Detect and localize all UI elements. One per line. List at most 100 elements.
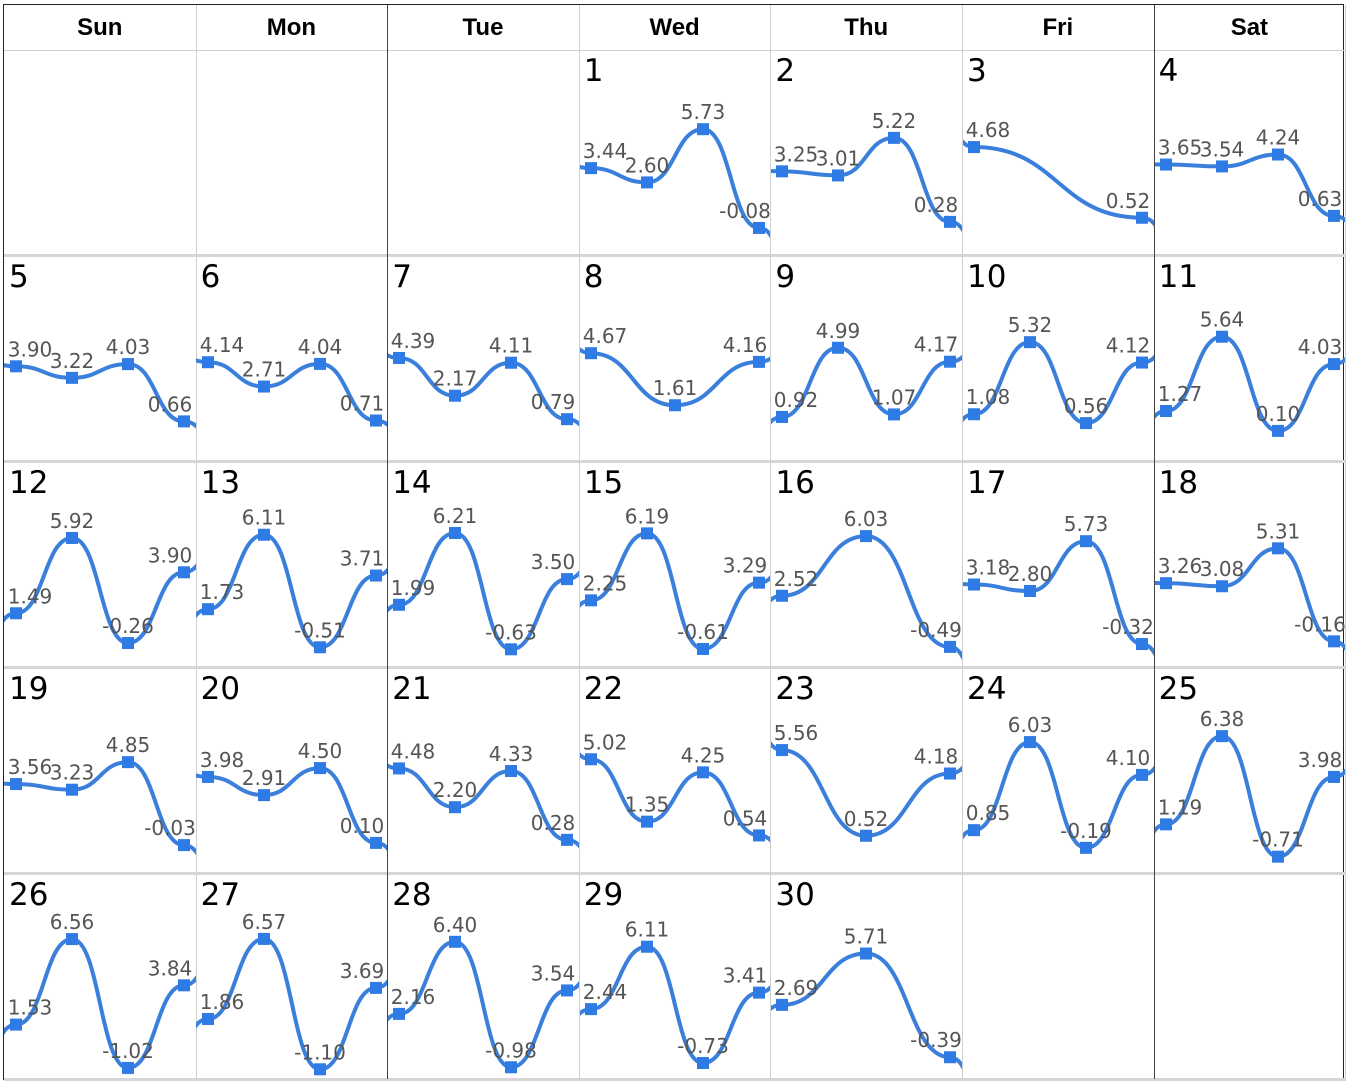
data-point-marker — [584, 162, 597, 175]
data-point-label: 3.08 — [1199, 557, 1244, 581]
data-point-marker — [860, 829, 873, 842]
data-point-marker — [178, 839, 190, 852]
day-number: 27 — [200, 877, 241, 913]
data-point-label: -1.10 — [294, 1040, 346, 1064]
data-point-label: 0.28 — [914, 193, 959, 217]
day-cell-18: 18 3.26 3.08 5.31 -0.16 — [1153, 463, 1347, 669]
data-point-label: 5.73 — [1064, 512, 1109, 536]
data-point-marker — [449, 389, 462, 402]
data-point-marker — [1159, 818, 1172, 831]
data-point-marker — [968, 578, 980, 591]
day-plot-11: 1.27 5.64 0.10 4.03 — [1153, 308, 1346, 437]
data-point-marker — [201, 603, 214, 616]
data-point-marker — [393, 351, 406, 364]
day-number: 30 — [775, 877, 815, 913]
data-point-marker — [201, 356, 214, 369]
day-plot-4: 3.653.54 4.24 0.63 — [1153, 126, 1346, 224]
data-point-label: 2.25 — [583, 571, 628, 595]
data-point-marker — [696, 642, 709, 655]
day-cell-29: 29 2.44 6.11 -0.73 3.41 — [578, 875, 772, 1081]
data-point-label: 1.73 — [199, 580, 244, 604]
data-point-marker — [944, 640, 957, 653]
data-point-marker — [696, 766, 709, 779]
day-cell-4: 4 3.65 3.54 4.24 0.63 — [1153, 51, 1347, 257]
data-point-label: -0.71 — [1252, 828, 1304, 852]
data-point-label: 4.14 — [199, 333, 244, 357]
data-point-label: 3.54 — [1199, 137, 1244, 161]
data-point-label: 5.32 — [1008, 313, 1053, 337]
data-point-label: 4.12 — [1106, 334, 1151, 358]
data-point-marker — [776, 744, 789, 757]
data-point-marker — [1215, 730, 1228, 743]
data-point-label: 6.19 — [625, 504, 670, 528]
data-point-label: -0.19 — [1060, 819, 1112, 843]
data-point-marker — [393, 762, 406, 775]
data-point-label: 5.64 — [1199, 308, 1244, 332]
day-number: 2 — [775, 53, 796, 89]
day-cell-14: 14 1.99 6.21 -0.63 3.50 — [387, 463, 580, 669]
day-cell-27: 27 1.86 6.57 -1.10 3.69 — [195, 875, 389, 1081]
data-point-marker — [561, 573, 574, 586]
data-point-marker — [369, 981, 382, 994]
data-point-label: 4.16 — [723, 333, 768, 357]
data-point-label: 3.50 — [531, 550, 576, 574]
data-point-label: 0.66 — [148, 392, 193, 416]
day-cell-11: 11 1.27 5.64 0.10 4.03 — [1153, 257, 1347, 463]
data-point-marker — [1136, 768, 1148, 781]
weekday-header-sun: Sun — [4, 5, 197, 51]
data-point-label: 6.56 — [50, 910, 95, 934]
day-number: 18 — [1158, 465, 1199, 501]
day-plot-21: 4.48 2.20 4.33 0.28 — [387, 739, 579, 848]
day-plot-16: 2.52 6.03 -0.49 — [770, 507, 962, 660]
data-point-label: 0.10 — [1255, 402, 1300, 426]
data-point-marker — [561, 413, 574, 426]
data-point-marker — [10, 778, 22, 791]
day-number: 21 — [392, 671, 432, 707]
series-line — [770, 534, 962, 660]
data-point-label: 4.11 — [489, 334, 534, 358]
day-cell-5: 5 3.90 3.22 4.03 0.66 — [4, 257, 197, 463]
data-point-label: 3.84 — [148, 956, 193, 980]
data-point-label: 3.44 — [583, 139, 628, 163]
data-point-marker — [752, 355, 765, 368]
day-cell-19: 19 3.56 3.23 4.85 -0.03 — [4, 669, 197, 875]
day-number: 11 — [1158, 259, 1199, 295]
weekday-header-fri: Fri — [962, 5, 1155, 51]
data-point-label: 1.07 — [872, 385, 917, 409]
data-point-label: 2.91 — [241, 766, 286, 790]
data-point-label: 0.52 — [1106, 189, 1151, 213]
data-point-marker — [313, 357, 326, 370]
day-number: 13 — [200, 465, 241, 501]
data-point-marker — [776, 589, 789, 602]
data-point-label: 4.04 — [297, 335, 342, 359]
data-point-marker — [1271, 148, 1284, 161]
data-point-marker — [369, 569, 382, 582]
data-point-label: 4.10 — [1106, 746, 1151, 770]
data-point-label: 4.50 — [297, 739, 342, 763]
data-point-marker — [1024, 336, 1036, 349]
day-number: 25 — [1158, 671, 1199, 707]
data-point-marker — [122, 1061, 134, 1074]
data-point-marker — [201, 1012, 214, 1025]
data-point-marker — [640, 176, 653, 189]
data-point-label: 3.25 — [774, 142, 819, 166]
data-point-marker — [752, 829, 765, 842]
data-point-marker — [1327, 770, 1340, 783]
day-number: 23 — [775, 671, 815, 707]
data-point-marker — [561, 984, 574, 997]
day-number: 15 — [583, 465, 624, 501]
data-point-label: 0.52 — [844, 807, 889, 831]
data-point-label: 2.80 — [1008, 562, 1053, 586]
data-point-marker — [1080, 841, 1092, 854]
data-point-marker — [10, 1018, 22, 1031]
day-cell-24: 24 0.85 6.03 -0.19 4.10 — [962, 669, 1155, 875]
day-number: 19 — [9, 671, 49, 707]
day-number: 1 — [583, 53, 604, 89]
day-cell-26: 26 1.53 6.56 -1.02 3.84 — [4, 875, 197, 1081]
data-point-label: 0.10 — [339, 814, 384, 838]
day-cell-17: 17 3.18 2.80 5.73 -0.32 — [962, 463, 1155, 669]
day-plot-29: 2.44 6.11 -0.73 3.41 — [578, 918, 771, 1070]
data-point-marker — [10, 360, 22, 373]
day-cell-20: 20 3.98 2.91 4.50 0.10 — [195, 669, 389, 875]
day-cell-3: 3 4.68 0.52 — [962, 51, 1155, 257]
